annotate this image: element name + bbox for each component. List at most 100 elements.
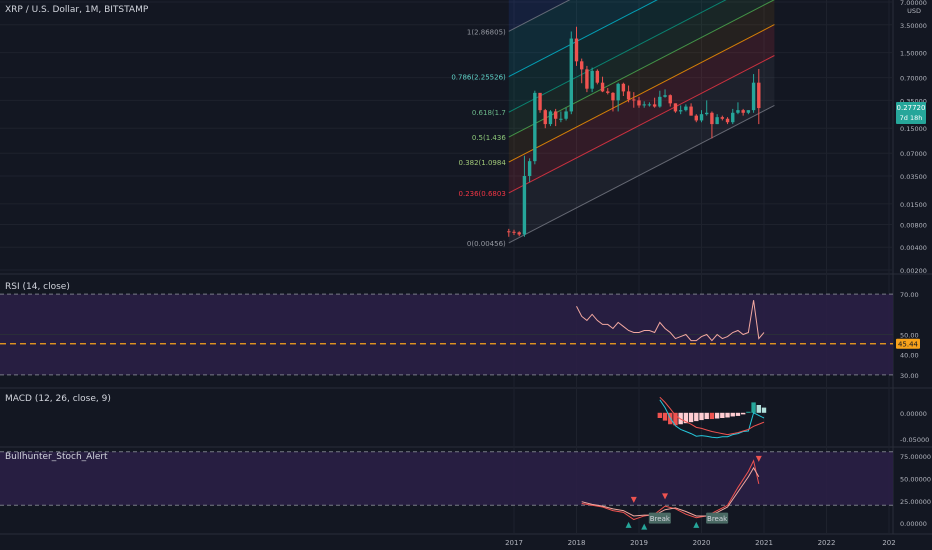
candle-body xyxy=(637,100,641,106)
candle-body xyxy=(522,176,527,235)
candle-body xyxy=(527,161,532,177)
rsi-line xyxy=(576,300,765,342)
candle-body xyxy=(689,106,693,116)
candle-body xyxy=(720,117,725,119)
fib-level-label: 0.786(2.25526) xyxy=(451,74,506,82)
macd-axis-label: -0.05000 xyxy=(900,436,929,444)
sell-signal-marker xyxy=(662,493,669,500)
candle-body xyxy=(564,111,568,119)
fib-level-label: 1(2.86805) xyxy=(467,28,506,36)
fib-level-label: 0.236(0.6803 xyxy=(459,190,506,198)
macd-histogram-bar xyxy=(694,412,699,422)
time-axis-label: 202 xyxy=(882,539,895,547)
candle-body xyxy=(663,95,667,97)
macd-histogram-bar xyxy=(709,412,715,420)
bar-countdown: 7d 18h xyxy=(900,114,923,122)
fib-line xyxy=(508,24,775,163)
price-axis-label: 0.15000 xyxy=(900,125,927,133)
candle-body xyxy=(621,83,626,92)
sell-signal-marker xyxy=(755,455,762,462)
stoch-axis-label: 50.00000 xyxy=(900,476,931,484)
fib-line xyxy=(508,0,727,113)
candle-body xyxy=(673,103,678,112)
fib-line xyxy=(508,55,775,194)
stoch-axis-label: 0.00000 xyxy=(900,520,927,528)
fib-level-label: 0.382(1.0984 xyxy=(459,159,507,167)
stoch-k-line xyxy=(581,459,760,521)
fib-band xyxy=(508,24,775,193)
macd-histogram-bar xyxy=(714,412,720,419)
time-axis-label: 2020 xyxy=(693,539,711,547)
fib-line xyxy=(508,0,775,138)
macd-line xyxy=(659,399,765,439)
candle-body xyxy=(710,112,714,125)
fib-line xyxy=(508,0,571,32)
rsi-value: 45.44 xyxy=(898,341,919,349)
time-axis-label: 2018 xyxy=(568,539,586,547)
candle-body xyxy=(517,232,521,235)
candle-body xyxy=(699,114,704,121)
fib-level-label: 0.618(1.7 xyxy=(472,109,506,117)
candle-body xyxy=(725,118,730,123)
candle-body xyxy=(616,83,620,101)
stoch-layer: Break Break xyxy=(0,451,893,530)
candle-body xyxy=(600,82,605,92)
rsi-layer xyxy=(0,293,893,376)
last-price-value: 0.27720 xyxy=(897,104,926,112)
macd-histogram-bar xyxy=(751,402,756,413)
time-axis-label: 2022 xyxy=(818,539,836,547)
candle-body xyxy=(684,106,688,111)
candle-body xyxy=(611,92,615,101)
buy-signal-marker xyxy=(693,521,700,528)
rsi-axis-label: 50.00 xyxy=(900,332,919,340)
break-label-bg xyxy=(648,512,671,524)
break-label: Break xyxy=(707,515,728,523)
macd-histogram-bar xyxy=(657,412,663,418)
rsi-axis-label: 40.00 xyxy=(900,352,919,360)
price-axis-label: 7.00000 xyxy=(900,0,927,7)
macd-histogram-bar xyxy=(735,412,741,416)
stoch-d-line xyxy=(581,466,760,517)
rsi-axis-label: 30.00 xyxy=(900,372,919,380)
candle-body xyxy=(548,111,553,125)
fib-level-label: 0.5(1.436 xyxy=(472,134,506,142)
rsi-value-tag xyxy=(896,338,920,349)
stoch-axis-label: 25.00000 xyxy=(900,498,931,506)
rsi-axis-label: 70.00 xyxy=(900,291,919,299)
symbol-title[interactable]: XRP / U.S. Dollar, 1M, BITSTAMP xyxy=(5,5,149,15)
macd-histogram-bar xyxy=(688,412,694,423)
candle-body xyxy=(574,38,579,62)
candle-body xyxy=(668,95,672,104)
stoch-title[interactable]: Bullhunter_Stoch_Alert xyxy=(5,452,108,462)
candle-body xyxy=(585,69,589,89)
price-axis-label: 3.50000 xyxy=(900,22,927,30)
axes-layer: USD7.000003.500001.500000.700000.350000.… xyxy=(505,0,931,547)
fib-line xyxy=(508,0,658,78)
candle-body xyxy=(595,70,600,83)
candle-body xyxy=(606,91,610,93)
macd-histogram-bar xyxy=(730,412,735,417)
candle-body xyxy=(658,96,662,107)
candle-body xyxy=(705,112,709,115)
candle-body xyxy=(757,82,761,109)
rsi-title[interactable]: RSI (14, close) xyxy=(5,282,70,292)
buy-signal-marker xyxy=(641,523,648,530)
sell-signal-marker xyxy=(630,496,637,503)
candle-body xyxy=(580,61,584,70)
break-label: Break xyxy=(650,515,671,523)
last-price-tag xyxy=(896,102,926,125)
candle-body xyxy=(715,117,719,125)
candle-body xyxy=(543,110,547,125)
candle-body xyxy=(507,231,511,233)
price-axis-label: 0.00400 xyxy=(900,244,927,252)
candle-body xyxy=(731,112,735,123)
buy-signal-marker xyxy=(625,521,632,528)
candle-body xyxy=(678,110,683,112)
fib-line xyxy=(508,105,775,244)
candle-body xyxy=(626,91,631,100)
price-axis-label: 0.00800 xyxy=(900,221,927,229)
fib-channel-layer: 1(2.86805) 0.786(2.25526) 0.618(1.7 0.5(1.4… xyxy=(451,0,775,248)
price-axis-label: 0.01500 xyxy=(900,201,927,209)
price-axis-label: 0.00200 xyxy=(900,267,927,275)
macd-title[interactable]: MACD (12, 26, close, 9) xyxy=(5,394,111,404)
